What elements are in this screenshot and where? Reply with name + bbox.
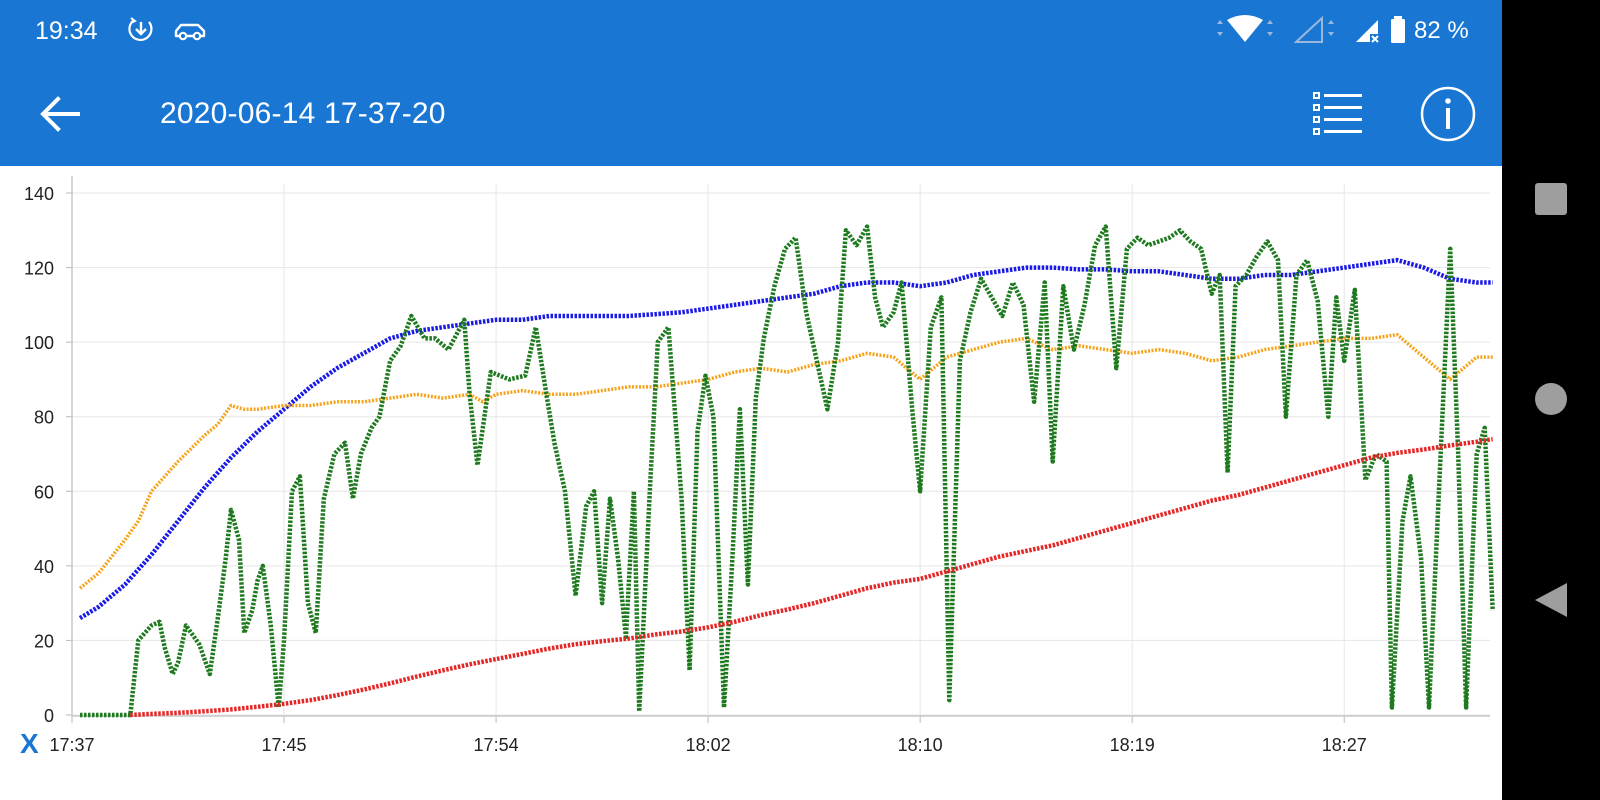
series-line-3 <box>80 224 1495 718</box>
list-view-button[interactable] <box>1310 88 1366 140</box>
status-time: 19:34 <box>35 17 98 45</box>
y-tick-label: 20 <box>34 631 54 651</box>
y-tick-label: 40 <box>34 557 54 577</box>
list-icon <box>1313 92 1362 135</box>
battery-icon <box>1388 14 1408 51</box>
y-tick-label: 140 <box>24 184 54 204</box>
signal-x-icon <box>1352 14 1384 51</box>
back-button[interactable] <box>36 89 86 139</box>
y-tick-label: 120 <box>24 259 54 279</box>
x-tick-label: 18:10 <box>898 735 943 755</box>
info-button[interactable] <box>1418 84 1478 144</box>
arrow-left-icon <box>40 96 80 132</box>
page-title: 2020-06-14 17-37-20 <box>160 97 446 130</box>
download-alert-icon <box>126 14 156 51</box>
y-tick-label: 60 <box>34 482 54 502</box>
series-line-4 <box>130 436 1494 718</box>
recents-button[interactable] <box>1534 182 1568 216</box>
x-tick-label: 17:54 <box>474 735 519 755</box>
wifi-icon <box>1213 14 1277 51</box>
battery-percentage: 82 % <box>1414 17 1469 44</box>
y-tick-label: 100 <box>24 333 54 353</box>
series-line-2 <box>78 332 1493 590</box>
x-tick-label: 18:27 <box>1322 735 1367 755</box>
app-screen: 19:34 <box>0 0 1502 800</box>
x-tick-label: 18:02 <box>686 735 731 755</box>
car-icon <box>172 14 208 51</box>
circle-icon <box>1535 383 1567 415</box>
info-icon <box>1420 86 1476 142</box>
home-button[interactable] <box>1534 382 1568 416</box>
square-icon <box>1535 183 1567 215</box>
navigation-bar <box>1502 0 1600 800</box>
back-nav-button[interactable] <box>1534 582 1568 618</box>
triangle-back-icon <box>1535 583 1567 617</box>
app-bar: 2020-06-14 17-37-20 <box>0 64 1502 166</box>
series-line-1 <box>78 257 1493 621</box>
line-chart[interactable]: 0 20 40 60 80 100 120 140 17:37 17:45 17:54 18:02 18… <box>0 166 1502 800</box>
signal-empty-icon <box>1292 14 1340 51</box>
x-tick-label: 18:19 <box>1110 735 1155 755</box>
status-bar: 19:34 <box>0 0 1502 64</box>
y-tick-label: 80 <box>34 408 54 428</box>
y-tick-label: 0 <box>44 706 54 726</box>
x-axis-toggle-button[interactable]: X <box>20 728 39 759</box>
chart-area[interactable]: 0 20 40 60 80 100 120 140 17:37 17:45 17:54 18:02 18… <box>0 166 1502 800</box>
x-tick-label: 17:37 <box>49 735 94 755</box>
x-tick-label: 17:45 <box>262 735 307 755</box>
